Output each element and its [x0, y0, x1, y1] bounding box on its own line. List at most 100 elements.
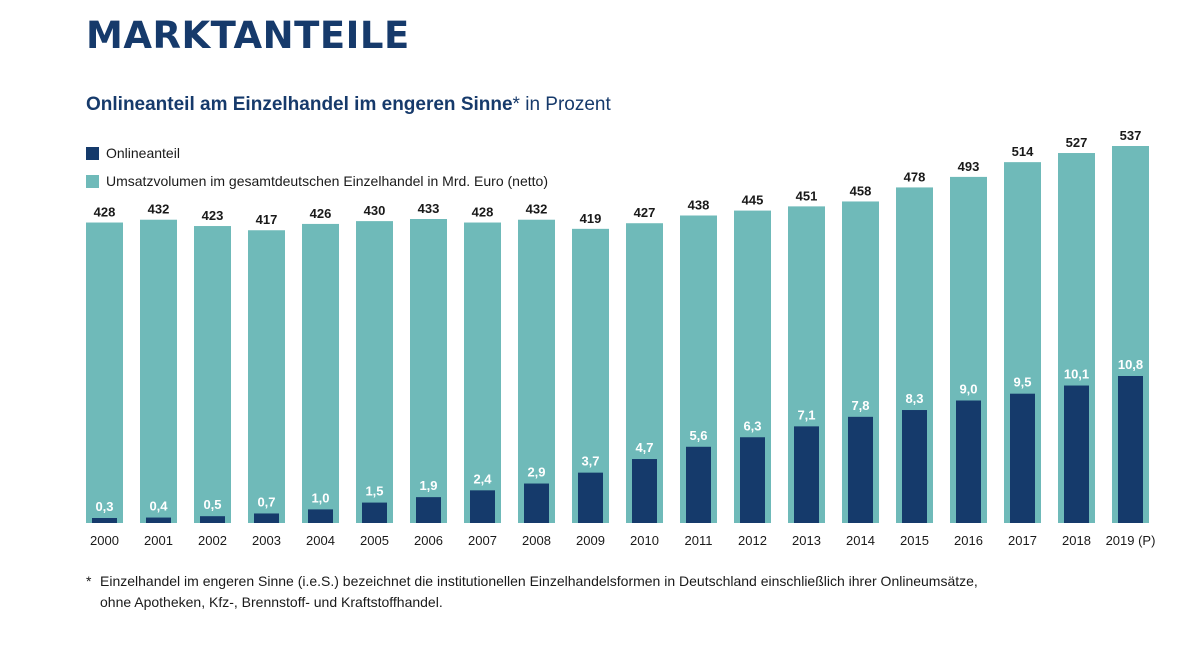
footnote-text: Einzelhandel im engeren Sinne (i.e.S.) b… — [100, 573, 978, 610]
x-tick-label: 2019 (P) — [1106, 533, 1156, 548]
online-value-label: 1,5 — [365, 484, 383, 499]
online-bar — [362, 502, 387, 523]
online-value-label: 1,0 — [311, 490, 329, 505]
online-bar — [1010, 393, 1035, 523]
online-bar — [1118, 376, 1143, 523]
volume-bar — [410, 219, 447, 523]
volume-value-label: 432 — [526, 202, 548, 217]
volume-value-label: 514 — [1012, 144, 1034, 159]
x-tick-label: 2000 — [90, 533, 119, 548]
volume-bar — [194, 226, 231, 524]
legend-label-online: Onlineanteil — [106, 145, 180, 161]
online-bar — [578, 472, 603, 523]
legend-item-volume: Umsatzvolumen im gesamtdeutschen Einzelh… — [86, 173, 548, 189]
online-bar — [794, 426, 819, 523]
online-bar — [848, 416, 873, 523]
x-tick-label: 2014 — [846, 533, 875, 548]
online-value-label: 7,1 — [797, 407, 815, 422]
subtitle-asterisk: * — [512, 94, 520, 115]
online-value-label: 0,3 — [95, 499, 113, 514]
online-bar — [956, 400, 981, 523]
online-value-label: 7,8 — [851, 398, 869, 413]
online-value-label: 0,7 — [257, 494, 275, 509]
x-tick-label: 2017 — [1008, 533, 1037, 548]
x-tick-label: 2016 — [954, 533, 983, 548]
online-bar — [308, 509, 333, 523]
x-tick-label: 2015 — [900, 533, 929, 548]
online-bar — [254, 513, 279, 523]
volume-value-label: 433 — [418, 201, 440, 216]
online-bar — [416, 497, 441, 523]
legend-item-online: Onlineanteil — [86, 145, 180, 161]
online-value-label: 5,6 — [689, 428, 707, 443]
volume-value-label: 426 — [310, 206, 332, 221]
subtitle-unit: in Prozent — [519, 94, 611, 115]
online-value-label: 6,3 — [743, 418, 761, 433]
volume-bar — [464, 222, 501, 523]
online-bar — [686, 446, 711, 523]
volume-bar — [302, 223, 339, 523]
volume-value-label: 458 — [850, 183, 872, 198]
x-tick-label: 2009 — [576, 533, 605, 548]
online-value-label: 9,0 — [959, 382, 977, 397]
online-bar — [902, 410, 927, 523]
volume-value-label: 428 — [94, 205, 116, 220]
volume-value-label: 451 — [796, 188, 818, 203]
volume-bar — [86, 222, 123, 523]
volume-value-label: 478 — [904, 169, 926, 184]
volume-value-label: 430 — [364, 203, 386, 218]
subtitle-main: Onlineanteil am Einzelhandel im engeren … — [86, 94, 513, 115]
volume-value-label: 537 — [1120, 128, 1142, 143]
online-value-label: 4,7 — [635, 440, 653, 455]
online-bar — [146, 517, 171, 523]
x-tick-label: 2010 — [630, 533, 659, 548]
online-bar — [200, 516, 225, 523]
x-tick-label: 2013 — [792, 533, 821, 548]
x-tick-label: 2002 — [198, 533, 227, 548]
footnote-marker: * — [86, 573, 92, 589]
volume-value-label: 423 — [202, 208, 224, 223]
online-bar — [1064, 385, 1089, 523]
x-tick-label: 2011 — [685, 533, 713, 548]
volume-value-label: 428 — [472, 205, 494, 220]
chart-subtitle: Onlineanteil am Einzelhandel im engeren … — [86, 94, 611, 116]
legend-swatch-online — [86, 146, 99, 160]
volume-value-label: 419 — [580, 211, 602, 226]
x-tick-label: 2006 — [414, 533, 443, 548]
page-title: MARKTANTEILE — [86, 14, 410, 57]
volume-bar — [248, 230, 285, 524]
online-value-label: 2,4 — [473, 471, 492, 486]
online-value-label: 0,5 — [203, 497, 221, 512]
online-value-label: 10,1 — [1064, 367, 1089, 382]
online-value-label: 8,3 — [905, 391, 923, 406]
x-tick-label: 2005 — [360, 533, 389, 548]
online-bar — [92, 518, 117, 523]
online-value-label: 3,7 — [581, 454, 599, 469]
x-tick-label: 2007 — [468, 533, 497, 548]
x-tick-label: 2008 — [522, 533, 551, 548]
online-value-label: 2,9 — [527, 465, 545, 480]
volume-bar — [140, 219, 177, 523]
volume-value-label: 445 — [742, 193, 764, 208]
legend-swatch-volume — [86, 174, 99, 188]
volume-bar — [518, 219, 555, 523]
online-bar — [632, 459, 657, 523]
online-bar — [470, 490, 495, 523]
online-bar — [524, 483, 549, 523]
online-value-label: 9,5 — [1013, 375, 1031, 390]
footnote: * Einzelhandel im engeren Sinne (i.e.S.)… — [86, 571, 980, 613]
volume-value-label: 527 — [1066, 135, 1088, 150]
volume-value-label: 427 — [634, 205, 656, 220]
volume-value-label: 493 — [958, 159, 980, 174]
volume-value-label: 417 — [256, 212, 278, 227]
online-bar — [740, 437, 765, 523]
online-value-label: 0,4 — [149, 499, 168, 514]
x-tick-label: 2001 — [144, 533, 173, 548]
online-value-label: 10,8 — [1118, 357, 1143, 372]
volume-bar — [356, 221, 393, 523]
x-tick-label: 2003 — [252, 533, 281, 548]
x-tick-label: 2012 — [738, 533, 767, 548]
online-value-label: 1,9 — [419, 478, 437, 493]
x-tick-label: 2018 — [1062, 533, 1091, 548]
